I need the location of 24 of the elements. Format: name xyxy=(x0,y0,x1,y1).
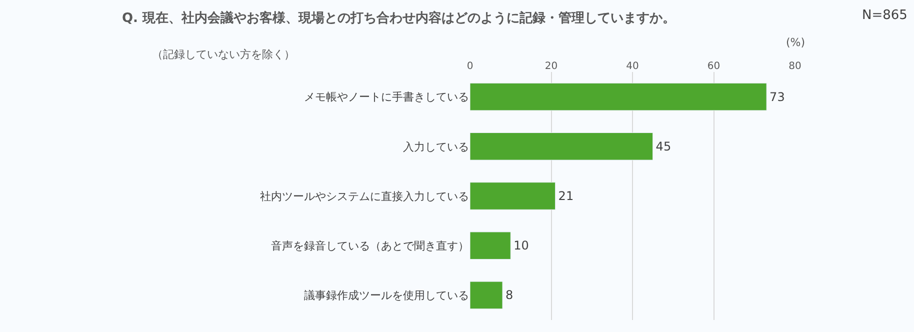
x-tick-label: 80 xyxy=(788,61,802,72)
text: N=865 xyxy=(862,8,908,23)
bar xyxy=(470,232,511,260)
y-tick-label: メモ帳やノートに手書きしている xyxy=(304,90,469,104)
x-axis-title: (%) xyxy=(786,36,806,49)
chart-title: Q. 現在、社内会議やお客様、現場との打ち合わせ内容はどのように記録・管理していますか。 xyxy=(122,10,676,26)
x-tick-label: 0 xyxy=(466,61,474,72)
data-label: 8 xyxy=(506,288,514,302)
bar xyxy=(470,182,556,210)
data-label: 10 xyxy=(514,238,529,253)
x-tick-label: 60 xyxy=(707,61,720,72)
y-tick-label: 音声を録音している（あとで聞き直す） xyxy=(271,239,469,252)
text: （記録していない方を除く） xyxy=(152,48,295,61)
y-tick-label: 議事録作成ツールを使用している xyxy=(304,289,469,302)
bar xyxy=(470,281,503,310)
y-tick-label: 入力している xyxy=(403,140,469,154)
data-label: 45 xyxy=(656,139,672,154)
bar xyxy=(470,132,654,160)
y-tick-label: 社内ツールやシステムに直接入力している xyxy=(260,190,469,203)
x-tick-label: 20 xyxy=(544,61,558,72)
data-label: 21 xyxy=(558,189,574,203)
x-tick-label: 40 xyxy=(626,61,639,72)
bar xyxy=(470,82,767,111)
data-label: 73 xyxy=(770,90,785,104)
